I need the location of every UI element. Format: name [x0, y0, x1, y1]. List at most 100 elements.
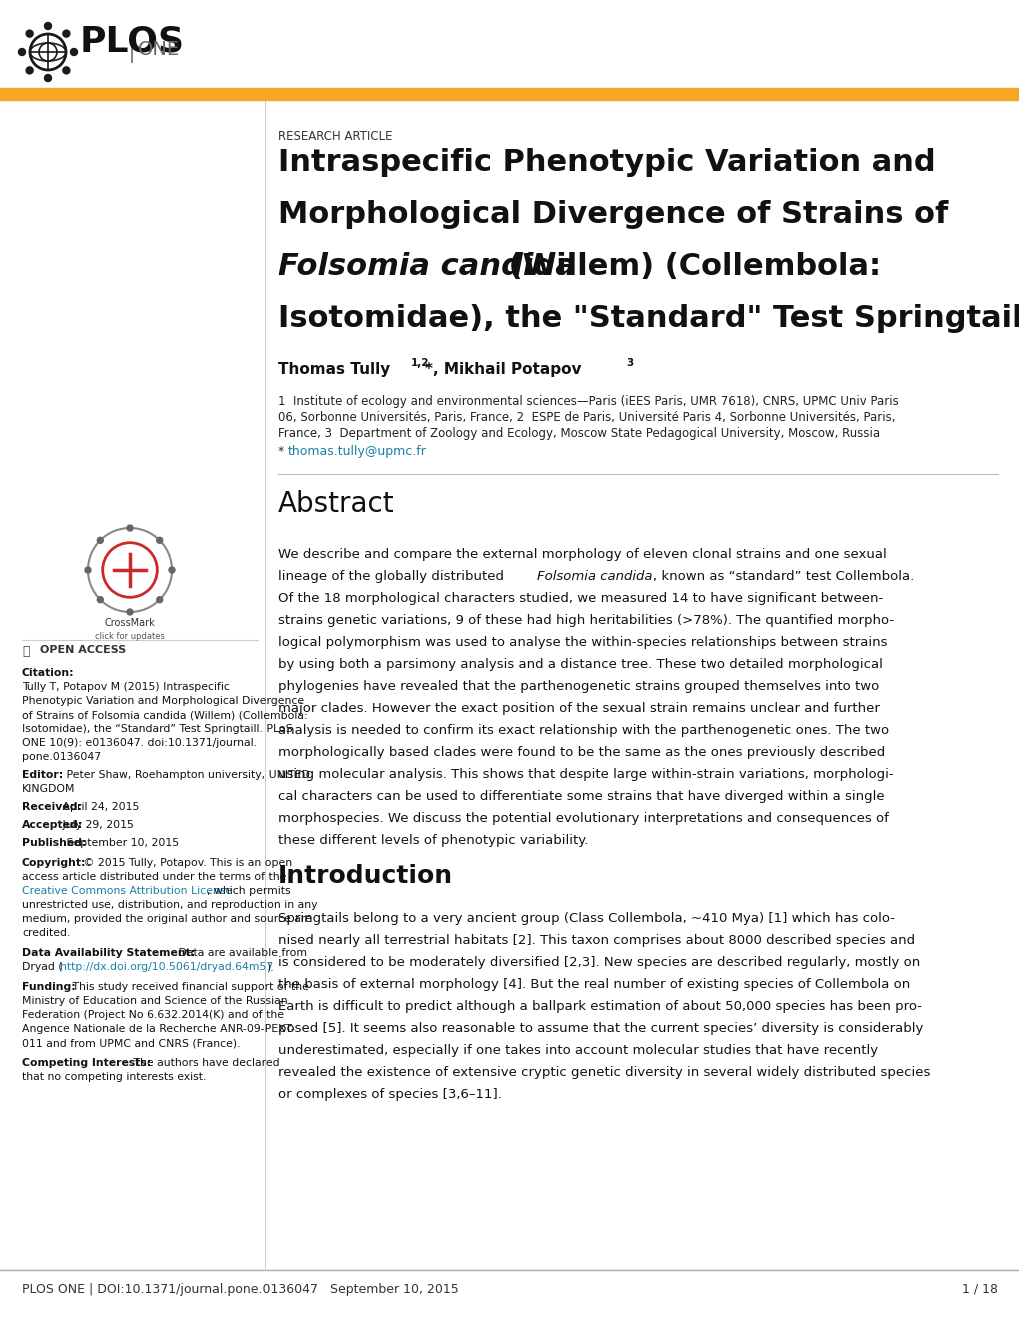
Text: pone.0136047: pone.0136047: [22, 752, 101, 762]
Text: 3: 3: [626, 358, 633, 368]
Text: Of the 18 morphological characters studied, we measured 14 to have significant b: Of the 18 morphological characters studi…: [278, 591, 882, 605]
Text: unrestricted use, distribution, and reproduction in any: unrestricted use, distribution, and repr…: [22, 900, 317, 909]
Circle shape: [26, 30, 33, 37]
Text: Editor:: Editor:: [22, 770, 63, 780]
Text: *, Mikhail Potapov: *, Mikhail Potapov: [425, 362, 581, 378]
Circle shape: [70, 49, 77, 55]
Text: click for updates: click for updates: [95, 632, 165, 642]
Text: PLOS ONE | DOI:10.1371/journal.pone.0136047   September 10, 2015: PLOS ONE | DOI:10.1371/journal.pone.0136…: [22, 1283, 459, 1296]
Circle shape: [85, 568, 91, 573]
Text: Ministry of Education and Science of the Russian: Ministry of Education and Science of the…: [22, 997, 287, 1006]
Text: analysis is needed to confirm its exact relationship with the parthenogenetic on: analysis is needed to confirm its exact …: [278, 723, 889, 737]
Circle shape: [127, 525, 132, 531]
Text: Springtails belong to a very ancient group (Class Collembola, ~410 Mya) [1] whic: Springtails belong to a very ancient gro…: [278, 912, 894, 925]
Text: revealed the existence of extensive cryptic genetic diversity in several widely : revealed the existence of extensive cryp…: [278, 1067, 929, 1078]
Text: Competing Interests:: Competing Interests:: [22, 1059, 151, 1068]
Text: phylogenies have revealed that the parthenogenetic strains grouped themselves in: phylogenies have revealed that the parth…: [278, 680, 878, 693]
Text: Isotomidae), the “Standard” Test Springtaill. PLoS: Isotomidae), the “Standard” Test Springt…: [22, 723, 292, 734]
Text: Funding:: Funding:: [22, 982, 75, 993]
Text: of Strains of Folsomia candida (Willem) (Collembola:: of Strains of Folsomia candida (Willem) …: [22, 710, 308, 719]
Text: ).: ).: [266, 962, 273, 972]
Circle shape: [97, 597, 103, 603]
Text: using molecular analysis. This shows that despite large within-strain variations: using molecular analysis. This shows tha…: [278, 768, 893, 781]
Text: thomas.tully@upmc.fr: thomas.tully@upmc.fr: [287, 445, 427, 458]
Text: posed [5]. It seems also reasonable to assume that the current species’ diversit: posed [5]. It seems also reasonable to a…: [278, 1022, 922, 1035]
Text: Folsomia candida: Folsomia candida: [536, 570, 652, 583]
Text: Accepted:: Accepted:: [22, 820, 84, 830]
Text: , which permits: , which permits: [207, 886, 290, 896]
Circle shape: [157, 537, 163, 544]
Text: nised nearly all terrestrial habitats [2]. This taxon comprises about 8000 descr: nised nearly all terrestrial habitats [2…: [278, 935, 914, 946]
Text: credited.: credited.: [22, 928, 70, 939]
Text: © 2015 Tully, Potapov. This is an open: © 2015 Tully, Potapov. This is an open: [79, 858, 291, 869]
Circle shape: [18, 49, 25, 55]
Text: Abstract: Abstract: [278, 490, 394, 517]
Text: Angence Nationale de la Recherche ANR-09-PEXT-: Angence Nationale de la Recherche ANR-09…: [22, 1024, 294, 1034]
Text: logical polymorphism was used to analyse the within-species relationships betwee: logical polymorphism was used to analyse…: [278, 636, 887, 649]
Text: Intraspecific Phenotypic Variation and: Intraspecific Phenotypic Variation and: [278, 148, 934, 177]
Text: *: *: [278, 445, 288, 458]
Text: morphospecies. We discuss the potential evolutionary interpretations and consequ: morphospecies. We discuss the potential …: [278, 812, 888, 825]
Text: 1,2: 1,2: [411, 358, 429, 368]
Text: Copyright:: Copyright:: [22, 858, 87, 869]
Circle shape: [63, 30, 70, 37]
Text: these different levels of phenotypic variability.: these different levels of phenotypic var…: [278, 834, 588, 847]
Text: medium, provided the original author and source are: medium, provided the original author and…: [22, 913, 312, 924]
Text: OPEN ACCESS: OPEN ACCESS: [40, 645, 126, 655]
Text: by using both a parsimony analysis and a distance tree. These two detailed morph: by using both a parsimony analysis and a…: [278, 657, 882, 671]
Text: 🔓: 🔓: [22, 645, 30, 657]
Text: ONE: ONE: [138, 40, 180, 59]
Text: the basis of external morphology [4]. But the real number of existing species of: the basis of external morphology [4]. Bu…: [278, 978, 909, 991]
Circle shape: [45, 22, 51, 29]
Circle shape: [97, 537, 103, 544]
Text: (Willem) (Collembola:: (Willem) (Collembola:: [497, 252, 880, 281]
Text: cal characters can be used to differentiate some strains that have diverged with: cal characters can be used to differenti…: [278, 789, 883, 803]
Text: strains genetic variations, 9 of these had high heritabilities (>78%). The quant: strains genetic variations, 9 of these h…: [278, 614, 894, 627]
Circle shape: [26, 67, 33, 74]
Text: ONE 10(9): e0136047. doi:10.1371/journal.: ONE 10(9): e0136047. doi:10.1371/journal…: [22, 738, 257, 748]
Text: Phenotypic Variation and Morphological Divergence: Phenotypic Variation and Morphological D…: [22, 696, 304, 706]
Text: Published:: Published:: [22, 838, 87, 847]
Text: Isotomidae), the "Standard" Test Springtaill: Isotomidae), the "Standard" Test Springt…: [278, 304, 1019, 333]
Text: http://dx.doi.org/10.5061/dryad.64m57: http://dx.doi.org/10.5061/dryad.64m57: [60, 962, 273, 972]
Text: Morphological Divergence of Strains of: Morphological Divergence of Strains of: [278, 201, 948, 228]
Text: Data Availability Statement:: Data Availability Statement:: [22, 948, 195, 958]
Circle shape: [127, 609, 132, 615]
Text: April 24, 2015: April 24, 2015: [59, 803, 140, 812]
Text: The authors have declared: The authors have declared: [129, 1059, 279, 1068]
Text: Creative Commons Attribution License: Creative Commons Attribution License: [22, 886, 232, 896]
Text: major clades. However the exact position of the sexual strain remains unclear an: major clades. However the exact position…: [278, 702, 879, 715]
Text: Earth is difficult to predict although a ballpark estimation of about 50,000 spe: Earth is difficult to predict although a…: [278, 1001, 921, 1012]
Text: CrossMark: CrossMark: [105, 618, 155, 628]
Text: We describe and compare the external morphology of eleven clonal strains and one: We describe and compare the external mor…: [278, 548, 886, 561]
Text: RESEARCH ARTICLE: RESEARCH ARTICLE: [278, 129, 392, 143]
Text: Citation:: Citation:: [22, 668, 74, 678]
Text: PLOS: PLOS: [79, 25, 184, 59]
Text: This study received financial support of the: This study received financial support of…: [69, 982, 309, 993]
Text: Received:: Received:: [22, 803, 82, 812]
Text: KINGDOM: KINGDOM: [22, 784, 75, 795]
Text: Introduction: Introduction: [278, 865, 452, 888]
Text: Data are available from: Data are available from: [175, 948, 307, 958]
Circle shape: [169, 568, 175, 573]
Text: that no competing interests exist.: that no competing interests exist.: [22, 1072, 206, 1082]
Text: or complexes of species [3,6–11].: or complexes of species [3,6–11].: [278, 1088, 501, 1101]
Circle shape: [45, 74, 51, 82]
Text: 06, Sorbonne Universités, Paris, France, 2  ESPE de Paris, Université Paris 4, S: 06, Sorbonne Universités, Paris, France,…: [278, 411, 895, 424]
Text: France, 3  Department of Zoology and Ecology, Moscow State Pedagogical Universit: France, 3 Department of Zoology and Ecol…: [278, 426, 879, 440]
Bar: [0, 88, 1019, 100]
Text: Thomas Tully: Thomas Tully: [278, 362, 390, 378]
Text: September 10, 2015: September 10, 2015: [63, 838, 179, 847]
Text: 011 and from UPMC and CNRS (France).: 011 and from UPMC and CNRS (France).: [22, 1038, 240, 1048]
Text: , known as “standard” test Collembola.: , known as “standard” test Collembola.: [652, 570, 913, 583]
Text: Federation (Project No 6.632.2014(K) and of the: Federation (Project No 6.632.2014(K) and…: [22, 1010, 283, 1020]
Text: 1  Institute of ecology and environmental sciences—Paris (iEES Paris, UMR 7618),: 1 Institute of ecology and environmental…: [278, 395, 898, 408]
Text: access article distributed under the terms of the: access article distributed under the ter…: [22, 873, 286, 882]
Text: July 29, 2015: July 29, 2015: [59, 820, 133, 830]
Text: underestimated, especially if one takes into account molecular studies that have: underestimated, especially if one takes …: [278, 1044, 877, 1057]
Text: is considered to be moderately diversified [2,3]. New species are described regu: is considered to be moderately diversifi…: [278, 956, 919, 969]
Circle shape: [63, 67, 70, 74]
Text: Dryad (: Dryad (: [22, 962, 62, 972]
Text: lineage of the globally distributed: lineage of the globally distributed: [278, 570, 507, 583]
Text: Folsomia candida: Folsomia candida: [278, 252, 576, 281]
